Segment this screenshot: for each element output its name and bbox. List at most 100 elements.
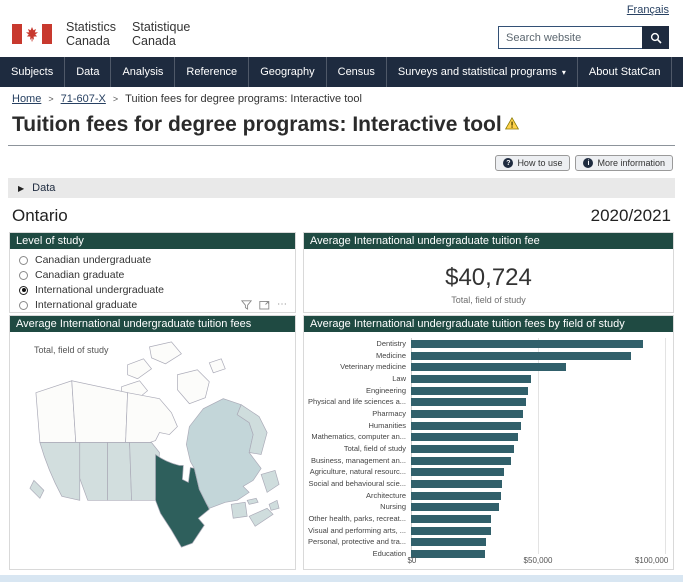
map-region-new-brunswick[interactable] [230, 501, 248, 519]
chart-category-label: Personal, protective and tra... [308, 537, 406, 547]
level-option-canadian-graduate[interactable]: Canadian graduate [19, 269, 286, 281]
map-region-vancouver-island[interactable] [29, 479, 45, 499]
chart-bar-nursing[interactable] [411, 503, 499, 512]
map-region-yukon[interactable] [35, 380, 77, 443]
chart-bar-humanities[interactable] [411, 421, 522, 430]
chart-bar-mathematics-computer-an[interactable] [411, 433, 518, 442]
level-option-international-graduate[interactable]: International graduate [19, 299, 286, 311]
map-region-northwest-territories[interactable] [71, 380, 128, 443]
canada-map[interactable] [10, 332, 295, 569]
nav-item-analysis[interactable]: Analysis [110, 57, 174, 87]
how-to-use-button[interactable]: ? How to use [495, 155, 571, 171]
data-accordion[interactable]: ▶ Data [8, 178, 675, 198]
map-region-ontario[interactable] [155, 453, 210, 548]
language-toggle-link[interactable]: Français [626, 4, 669, 16]
chart-bar-visual-and-performing-arts[interactable] [411, 526, 491, 535]
field-of-study-chart-panel: Average International undergraduate tuit… [303, 315, 674, 570]
site-header: Français Statistics Canada Statistique Can… [0, 0, 683, 57]
chart-gridline [665, 338, 666, 554]
chart-bar-education[interactable] [411, 549, 485, 558]
map-region-baffin-island[interactable] [177, 369, 210, 405]
nav-item-surveys-and-statistical-programs[interactable]: Surveys and statistical programs ▾ [385, 57, 577, 87]
filter-icon[interactable] [241, 300, 252, 310]
how-to-use-label: How to use [517, 158, 563, 168]
accordion-arrow-icon: ▶ [18, 183, 25, 193]
level-option-international-undergraduate[interactable]: International undergraduate [19, 284, 286, 296]
search-button[interactable] [642, 26, 669, 49]
info-circle-icon: i [583, 158, 594, 168]
chart-bar-personal-protective-and-tra[interactable] [411, 538, 486, 547]
chart-bar-veterinary-medicine[interactable] [411, 363, 567, 372]
map-region-alberta[interactable] [79, 442, 109, 501]
radio-icon[interactable] [19, 270, 28, 280]
map-region-cape-breton[interactable] [268, 499, 280, 511]
tuition-fee-card-panel[interactable]: Average International undergraduate tuit… [303, 232, 674, 313]
warning-triangle-icon[interactable] [504, 117, 519, 130]
chart-bar-pharmacy[interactable] [411, 409, 523, 418]
chart-bar-row [411, 431, 665, 443]
nav-item-about-statcan[interactable]: About StatCan [576, 57, 672, 87]
chart-bar-row [411, 501, 665, 513]
nav-item-subjects[interactable]: Subjects [11, 66, 54, 78]
map-region-arctic-islands[interactable] [208, 358, 226, 374]
chart-x-axis: $0 $50,000 $100,000 [407, 554, 668, 567]
focus-mode-icon[interactable] [259, 300, 270, 310]
radio-icon[interactable] [19, 300, 28, 310]
chart-bar-row [411, 361, 665, 373]
nav-item-census[interactable]: Census [325, 57, 386, 87]
radio-icon[interactable] [19, 255, 28, 265]
chart-bar-architecture[interactable] [411, 491, 502, 500]
chart-bar-row [411, 466, 665, 478]
search-input[interactable] [498, 26, 642, 49]
statcan-logo[interactable]: Statistics Canada Statistique Canada [12, 20, 190, 49]
breadcrumb-item[interactable]: Home [12, 93, 42, 105]
chart-bar-total-field-of-study[interactable] [411, 444, 515, 453]
radio-selected-icon[interactable] [19, 285, 28, 295]
chart-bar-medicine[interactable] [411, 351, 632, 360]
breadcrumb: Home >71-607-X > Tuition fees for degree pr… [0, 87, 683, 109]
nav-item-geography[interactable]: Geography [248, 57, 325, 87]
chart-bar-agriculture-natural-resourc[interactable] [411, 468, 504, 477]
level-of-study-panel: Level of study Canadian undergraduate Can… [9, 232, 296, 313]
map-region-nova-scotia[interactable] [248, 507, 274, 527]
title-divider [8, 145, 675, 146]
chart-bar-law[interactable] [411, 374, 531, 383]
wordmark-en-1: Statistics [66, 20, 117, 34]
nav-item-canada-ca[interactable]: Canada.ca [671, 57, 683, 87]
bar-chart[interactable]: Dentistry Medicine Veterinary medicine Law E… [304, 332, 673, 558]
chart-bar-row [411, 478, 665, 490]
chart-bar-other-health-parks-recreat[interactable] [411, 514, 491, 523]
map-region-prince-edward-island[interactable] [246, 497, 259, 505]
nav-item-reference[interactable]: Reference [174, 57, 248, 87]
level-option-label: International graduate [35, 299, 138, 311]
question-circle-icon: ? [503, 158, 514, 168]
chart-category-label: Agriculture, natural resourc... [309, 467, 406, 477]
map-region-arctic-islands[interactable] [127, 358, 153, 380]
chart-bar-physical-and-life-sciences-a[interactable] [411, 398, 527, 407]
map-region-manitoba[interactable] [129, 442, 160, 501]
chart-bar-business-management-an[interactable] [411, 456, 511, 465]
chart-bar-social-and-behavioural-scie[interactable] [411, 479, 502, 488]
nav-item-data[interactable]: Data [64, 57, 110, 87]
breadcrumb-separator: > [112, 94, 119, 104]
map-body: Total, field of study [10, 332, 295, 569]
level-option-canadian-undergraduate[interactable]: Canadian undergraduate [19, 254, 286, 266]
wordmark-fr-1: Statistique [132, 20, 191, 34]
breadcrumb-item[interactable]: 71-607-X [60, 93, 106, 105]
map-region-nunavut[interactable] [125, 392, 178, 443]
chart-bar-dentistry[interactable] [411, 339, 644, 348]
help-toolbar: ? How to use i More information [10, 155, 673, 171]
chart-category-label: Architecture [365, 490, 406, 500]
chart-bar-engineering[interactable] [411, 386, 528, 395]
map-region-arctic-islands[interactable] [149, 341, 182, 365]
level-of-study-title: Level of study [10, 233, 295, 249]
map-region-british-columbia[interactable] [39, 442, 81, 501]
more-options-icon[interactable]: ⋯ [277, 299, 288, 310]
map-region-saskatchewan[interactable] [107, 442, 132, 501]
map-region-newfoundland[interactable] [260, 469, 280, 493]
more-information-button[interactable]: i More information [575, 155, 673, 171]
chart-title: Average International undergraduate tuit… [304, 316, 673, 332]
map-region-labrador[interactable] [236, 404, 268, 455]
wordmark-fr-2: Canada [132, 34, 176, 49]
chart-bar-row [411, 408, 665, 420]
